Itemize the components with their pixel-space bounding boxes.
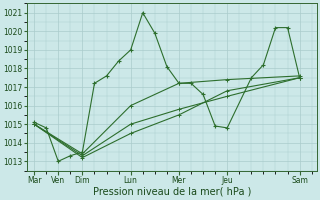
X-axis label: Pression niveau de la mer( hPa ): Pression niveau de la mer( hPa ) [92,187,251,197]
